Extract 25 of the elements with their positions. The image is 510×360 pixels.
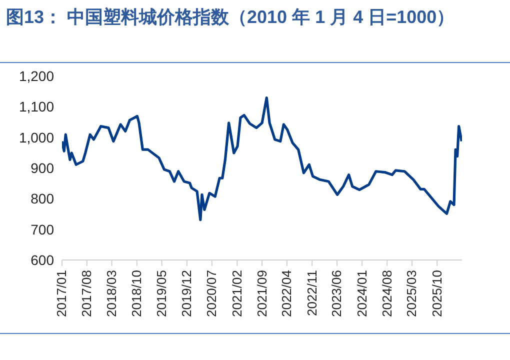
line-series	[62, 96, 462, 222]
x-tick-label: 2021/02	[229, 270, 244, 317]
y-tick-label: 700	[30, 221, 54, 238]
y-tick-label: 1,000	[18, 129, 54, 146]
x-tick-label: 2025/03	[404, 270, 420, 317]
y-tick-label: 1,200	[18, 68, 54, 84]
x-tick-label: 2018/03	[104, 270, 120, 317]
x-tick-label: 2023/06	[329, 270, 344, 317]
x-tick-label: 2019/05	[154, 270, 170, 317]
x-tick-label: 2022/11	[304, 270, 320, 316]
chart-title: 图13： 中国塑料城价格指数（2010 年 1 月 4 日=1000）	[6, 6, 456, 29]
x-tick-label: 2017/01	[54, 270, 70, 317]
x-tick-label: 2021/09	[254, 270, 270, 317]
y-tick-label: 900	[30, 160, 54, 176]
x-tick-label: 2024/08	[379, 270, 394, 317]
x-tick-label: 2025/10	[429, 270, 444, 317]
x-tick-label: 2019/12	[179, 270, 194, 317]
y-tick-label: 1,100	[18, 98, 54, 115]
x-tick-label: 2020/07	[204, 270, 220, 317]
x-tick-label: 2022/04	[279, 270, 294, 317]
y-tick-label: 800	[30, 190, 54, 207]
y-tick-label: 600	[30, 252, 54, 268]
x-tick-label: 2024/01	[354, 270, 370, 317]
x-tick-label: 2017/08	[79, 270, 94, 317]
x-tick-label: 2018/10	[129, 270, 144, 317]
